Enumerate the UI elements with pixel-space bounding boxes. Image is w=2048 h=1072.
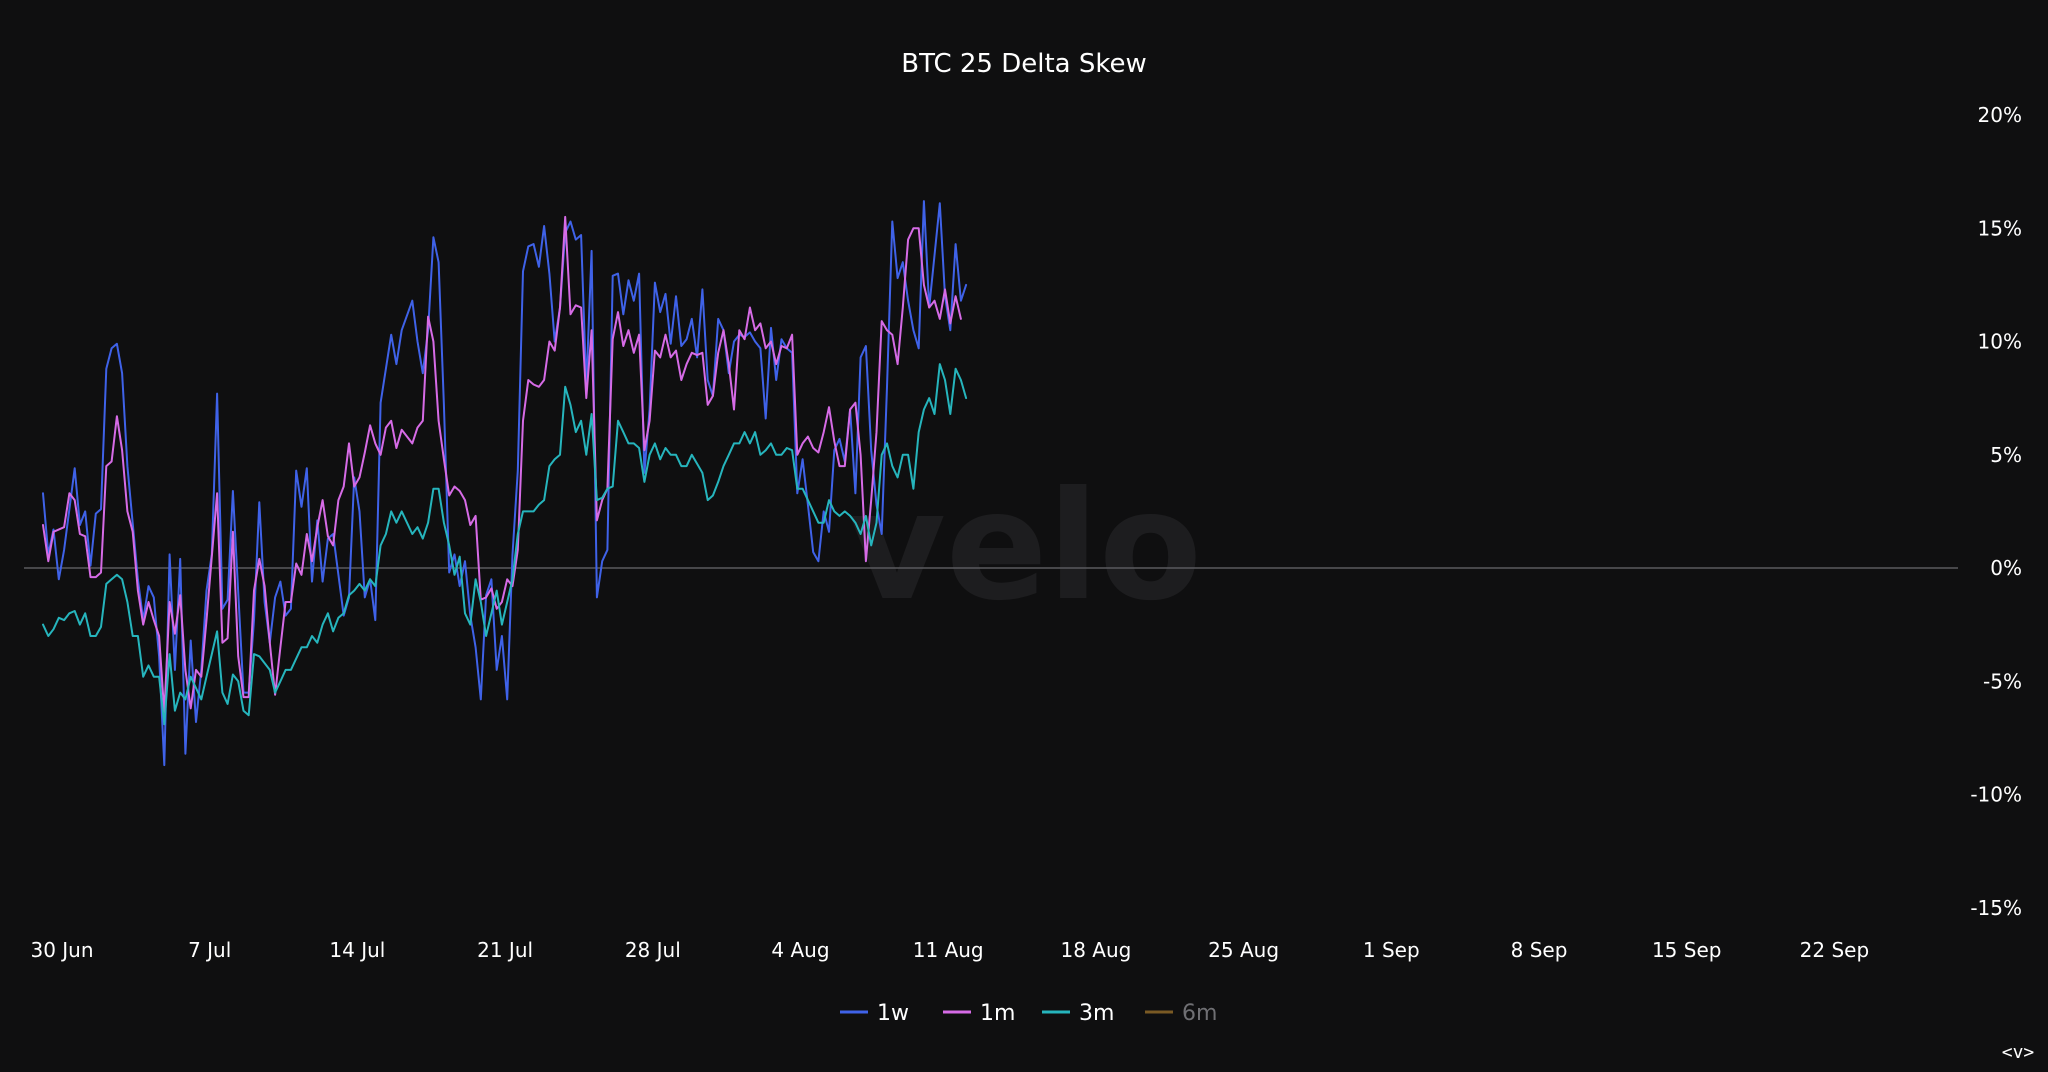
y-tick-label: 0% — [1990, 556, 2022, 580]
x-tick-label: 14 Jul — [329, 938, 385, 962]
y-tick-label: 10% — [1978, 330, 2022, 354]
y-tick-label: -5% — [1983, 669, 2022, 693]
x-tick-label: 30 Jun — [30, 938, 93, 962]
legend-label-3m[interactable]: 3m — [1079, 1001, 1114, 1026]
x-tick-label: 22 Sep — [1800, 938, 1870, 962]
x-tick-label: 4 Aug — [771, 938, 829, 962]
y-tick-label: 15% — [1978, 216, 2022, 240]
legend-label-1m[interactable]: 1m — [980, 1001, 1015, 1026]
legend-label-6m[interactable]: 6m — [1182, 1001, 1217, 1026]
y-tick-label: -15% — [1970, 896, 2022, 920]
legend: 1w 1m 3m 6m — [840, 1001, 1217, 1026]
y-axis: 20% 15% 10% 5% 0% -5% -10% -15% — [1970, 103, 2022, 920]
series-line-1w — [42, 200, 968, 767]
x-tick-label: 18 Aug — [1060, 938, 1131, 962]
x-tick-label: 8 Sep — [1511, 938, 1568, 962]
x-tick-label: 1 Sep — [1363, 938, 1420, 962]
y-tick-label: 20% — [1978, 103, 2022, 127]
x-tick-label: 28 Jul — [625, 938, 681, 962]
y-tick-label: 5% — [1990, 443, 2022, 467]
series-line-1m — [42, 215, 962, 714]
chart-title: BTC 25 Delta Skew — [901, 49, 1147, 79]
x-tick-label: 15 Sep — [1652, 938, 1722, 962]
x-axis: 30 Jun 7 Jul 14 Jul 21 Jul 28 Jul 4 Aug 11 Aug… — [30, 938, 1869, 962]
x-tick-label: 25 Aug — [1208, 938, 1279, 962]
series-layer — [42, 200, 968, 767]
y-tick-label: -10% — [1970, 783, 2022, 807]
x-tick-label: 7 Jul — [188, 938, 231, 962]
series-line-3m — [42, 363, 968, 726]
legend-label-1w[interactable]: 1w — [877, 1001, 909, 1026]
chart-nav-control[interactable]: <v> — [2002, 1042, 2035, 1063]
watermark: velo — [848, 460, 1202, 634]
x-tick-label: 11 Aug — [913, 938, 984, 962]
x-tick-label: 21 Jul — [477, 938, 533, 962]
